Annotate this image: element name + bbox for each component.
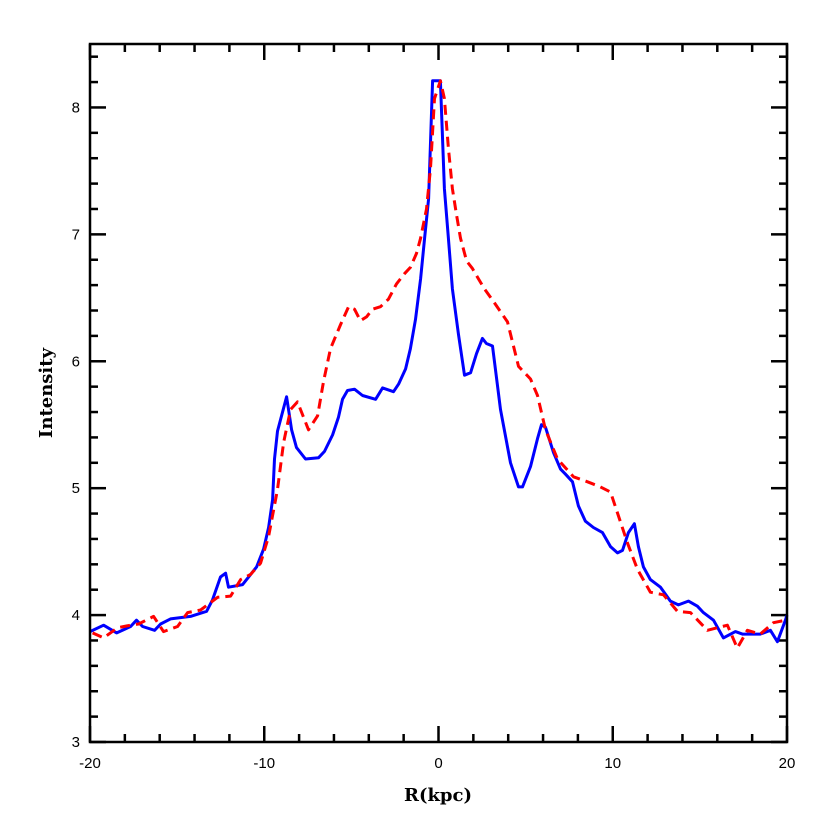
- y-tick-label: 7: [72, 226, 80, 243]
- y-tick-label: 6: [72, 353, 80, 370]
- y-tick-label: 3: [72, 734, 80, 751]
- x-tick-label: -20: [79, 755, 101, 772]
- x-axis-title: R(kpc): [404, 785, 472, 806]
- plot-frame: [88, 42, 789, 744]
- tick-labels: -20 -10 0 10 20 3 4 5 6 7 8: [72, 99, 796, 772]
- x-tick-label: 20: [779, 755, 796, 772]
- series-group: [89, 79, 789, 650]
- axis-ticks: [88, 44, 789, 744]
- series-line-0: [89, 79, 789, 644]
- series-line-1: [91, 79, 786, 650]
- y-axis-title: Intensity: [36, 347, 57, 438]
- y-tick-label: 5: [72, 480, 80, 497]
- x-tick-label: 0: [434, 755, 442, 772]
- x-tick-label: 10: [604, 755, 621, 772]
- y-tick-label: 8: [72, 99, 80, 116]
- x-tick-label: -10: [253, 755, 275, 772]
- y-tick-label: 4: [72, 607, 80, 624]
